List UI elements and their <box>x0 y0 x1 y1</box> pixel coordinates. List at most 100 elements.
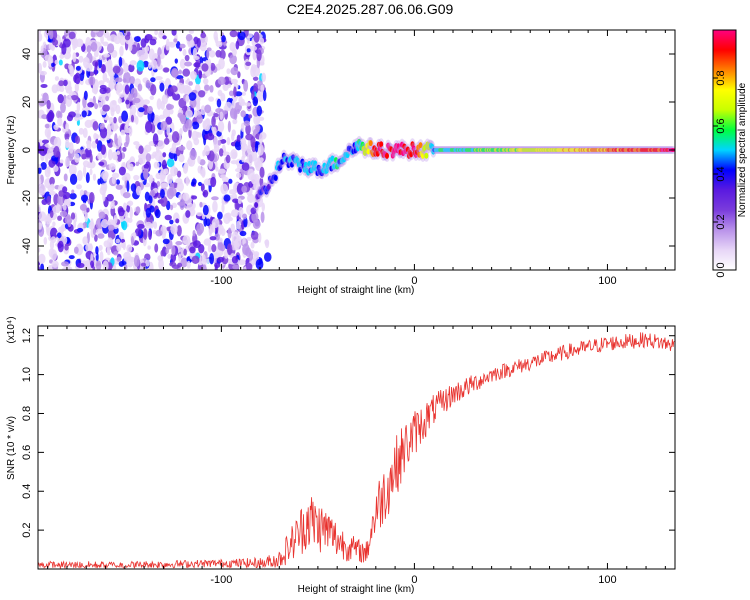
spectrogram-cell <box>156 98 162 110</box>
spectrogram-cell <box>110 202 116 210</box>
spectrogram-cell <box>186 140 193 151</box>
spectrogram-cell <box>113 214 118 225</box>
spectrogram-cell <box>162 108 171 119</box>
spectrogram-cell <box>92 121 99 131</box>
spectrogram-cell <box>57 195 61 205</box>
spectrogram-cell <box>202 189 209 198</box>
spectrogram-cell <box>248 114 253 119</box>
spectrogram-cell <box>264 252 272 262</box>
snr-series-line <box>38 332 675 569</box>
spectrogram-trace-cell <box>366 148 371 155</box>
spectrogram-cell <box>173 153 178 162</box>
spectrogram-cell <box>255 258 264 270</box>
spectrogram-cell <box>175 218 180 224</box>
spectrogram-trace-cell <box>273 174 278 181</box>
spectrogram-cell <box>145 259 150 267</box>
spectrogram-y-axis-label: Frequency (Hz) <box>6 116 17 185</box>
spectrogram-cell <box>259 176 264 187</box>
spectrogram-cell <box>236 220 241 230</box>
spectrogram-cell <box>214 262 221 269</box>
spectrogram-x-tick-label: -100 <box>210 275 232 287</box>
spectrogram-cell <box>201 63 209 72</box>
spectrogram-cell <box>217 168 226 174</box>
spectrogram-cell <box>250 231 259 240</box>
spectrogram-cell <box>254 140 259 153</box>
spectrogram-cell <box>126 180 130 193</box>
spectrogram-trace-cell <box>375 150 380 157</box>
spectrogram-cell <box>75 65 81 71</box>
spectrogram-cell <box>227 258 234 265</box>
spectrogram-cell <box>173 38 178 43</box>
spectrogram-cell <box>68 31 76 40</box>
spectrogram-cell <box>138 154 146 165</box>
spectrogram-cell <box>211 115 216 128</box>
spectrogram-trace-cell <box>334 157 339 164</box>
colorbar: 0.0 0.2 0.4 0.6 0.8 Normalized spectral ampl… <box>712 29 748 278</box>
spectrogram-cell <box>207 244 212 253</box>
spectrogram-cell <box>105 95 110 102</box>
spectrogram-cell <box>174 58 178 64</box>
spectrogram-trace-cell <box>345 152 350 159</box>
spectrogram-cell <box>58 59 63 66</box>
snr-y-axis-label: SNR (10 * v/v) <box>6 416 17 480</box>
spectrogram-cell <box>69 65 74 74</box>
spectrogram-cell <box>48 109 54 122</box>
spectrogram-cell <box>159 53 165 60</box>
spectrogram-cell <box>245 133 254 141</box>
spectrogram-cell <box>72 38 77 51</box>
spectrogram-cell <box>198 69 203 79</box>
spectrogram-cell <box>75 38 84 48</box>
spectrogram-cell <box>221 35 226 43</box>
spectrogram-cell <box>60 102 66 114</box>
spectrogram-cell <box>74 135 81 144</box>
spectrogram-cell <box>65 122 69 132</box>
spectrogram-cell <box>160 195 168 207</box>
figure-title: C2E4.2025.287.06.06.G09 <box>287 1 454 17</box>
spectrogram-cell <box>250 241 255 249</box>
spectrogram-cell <box>63 79 68 87</box>
spectrogram-trace-cell <box>278 163 283 170</box>
spectrogram-cell <box>120 129 126 136</box>
spectrogram-cell <box>106 245 111 255</box>
spectrogram-cell <box>124 84 130 95</box>
spectrogram-cell <box>189 246 196 254</box>
spectrogram-cell <box>171 131 180 143</box>
spectrogram-cell <box>129 104 137 116</box>
spectrogram-cell <box>240 122 245 132</box>
spectrogram-y-tick-label: -40 <box>21 238 33 254</box>
spectrogram-cell <box>238 206 244 218</box>
spectrogram-trace-cell <box>290 161 295 168</box>
spectrogram-cell <box>258 116 265 121</box>
spectrogram-cell <box>76 262 85 269</box>
spectrogram-cell <box>116 179 121 185</box>
spectrogram-cell <box>43 236 48 245</box>
spectrogram-cell <box>121 123 125 130</box>
spectrogram-cell <box>245 247 252 258</box>
spectrogram-cell <box>95 138 99 144</box>
spectrogram-cell <box>154 243 159 253</box>
spectrogram-cell <box>176 225 182 237</box>
spectrogram-cell <box>106 193 114 202</box>
spectrogram-cell <box>122 202 127 211</box>
spectrogram-cell <box>136 60 145 72</box>
spectrogram-cell <box>143 168 149 180</box>
spectrogram-cell <box>196 114 203 124</box>
spectrogram-cell <box>84 211 89 223</box>
spectrogram-cell <box>206 132 215 141</box>
spectrogram-cell <box>128 76 136 85</box>
spectrogram-cell <box>179 198 185 211</box>
spectrogram-cell <box>169 204 174 211</box>
spectrogram-cell <box>117 31 124 40</box>
colorbar-ticks: 0.0 0.2 0.4 0.6 0.8 <box>713 70 727 278</box>
spectrogram-cell <box>98 95 104 102</box>
spectrogram-cell <box>94 234 98 242</box>
spectrogram-cell <box>233 86 237 98</box>
spectrogram-cell <box>48 30 54 40</box>
spectrogram-cell <box>241 185 248 193</box>
spectrogram-cell <box>219 111 224 121</box>
spectrogram-cell <box>220 183 229 195</box>
spectrogram-cell <box>232 264 240 270</box>
spectrogram-cell <box>97 152 103 161</box>
spectrogram-cell <box>56 232 62 239</box>
spectrogram-cell <box>52 165 59 172</box>
